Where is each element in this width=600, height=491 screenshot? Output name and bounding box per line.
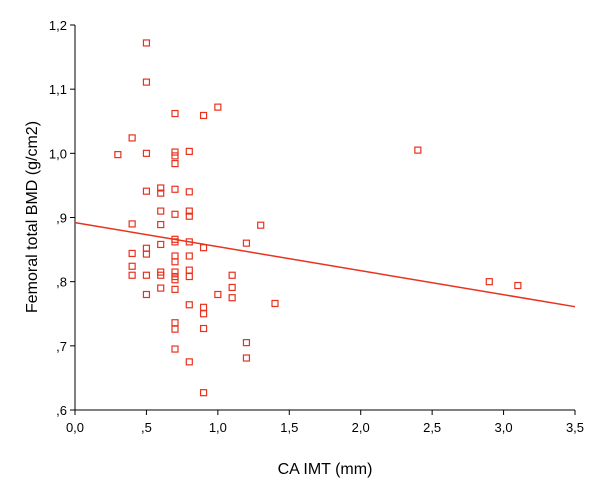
data-point	[214, 103, 222, 111]
data-point	[157, 189, 165, 197]
data-point	[185, 272, 193, 281]
data-point	[171, 109, 179, 118]
data-point	[171, 238, 179, 246]
data-point	[142, 78, 151, 86]
data-point	[128, 262, 136, 270]
data-point	[242, 354, 251, 362]
data-point	[171, 185, 179, 193]
data-point	[185, 207, 193, 215]
data-points	[114, 39, 522, 397]
x-tick-label: 2,0	[352, 420, 370, 435]
data-point	[185, 301, 193, 309]
data-point	[142, 244, 151, 252]
data-point	[171, 285, 179, 293]
x-tick-label: 3,5	[566, 420, 584, 435]
data-point	[185, 147, 193, 156]
data-point	[185, 252, 193, 260]
y-tick-label: 1,1	[49, 82, 67, 97]
y-tick-label: ,9	[56, 211, 67, 226]
data-point	[199, 111, 208, 120]
data-point	[199, 324, 208, 333]
data-point	[171, 210, 179, 218]
regression-line-layer	[74, 221, 576, 308]
data-point	[157, 220, 165, 229]
data-point	[142, 250, 151, 258]
data-point	[414, 146, 422, 154]
data-point	[514, 281, 522, 290]
data-point	[157, 284, 165, 292]
x-tick-label: 2,5	[423, 420, 441, 435]
data-point	[199, 389, 208, 397]
data-point	[185, 238, 193, 246]
data-point	[242, 239, 251, 247]
y-tick-label: 1,0	[49, 146, 67, 161]
x-tick-label: 0,0	[66, 420, 84, 435]
data-point	[171, 268, 179, 276]
data-point	[228, 271, 236, 279]
data-point	[171, 258, 179, 266]
data-point	[271, 299, 279, 308]
x-tick-label: ,5	[141, 420, 152, 435]
data-point	[171, 152, 179, 160]
y-tick-label: ,6	[56, 403, 67, 418]
axis-ticks: 0,0 ,5 1,0 1,5 2,0 2,5 3,0 3,5 ,6 ,7 ,8 ,9 1,0 1,1 1,2	[49, 18, 584, 435]
data-point	[185, 212, 193, 220]
x-tick-label: 3,0	[495, 420, 513, 435]
data-point	[171, 325, 179, 333]
y-tick-label: ,8	[56, 275, 67, 290]
data-point	[185, 188, 193, 196]
data-point	[142, 149, 151, 157]
data-point	[142, 187, 151, 195]
data-point	[228, 294, 236, 302]
data-point	[128, 134, 136, 142]
x-tick-label: 1,0	[209, 420, 227, 435]
data-point	[171, 252, 179, 260]
y-tick-label: ,7	[56, 339, 67, 354]
data-point	[242, 339, 251, 347]
y-axis-title: Femoral total BMD (g/cm2)	[24, 121, 41, 313]
data-point	[199, 310, 208, 318]
data-point	[214, 290, 222, 299]
data-point	[142, 271, 151, 279]
x-axis-title: CA IMT (mm)	[278, 461, 373, 478]
data-point	[171, 345, 179, 353]
data-point	[171, 276, 179, 284]
regression-line	[74, 221, 576, 308]
y-tick-label: 1,2	[49, 18, 67, 33]
data-point	[171, 148, 179, 156]
data-point	[157, 184, 165, 192]
data-point	[199, 303, 208, 311]
data-point	[128, 220, 136, 228]
data-point	[157, 207, 165, 215]
data-point	[142, 39, 151, 47]
data-point	[485, 278, 493, 286]
data-point	[157, 271, 165, 279]
data-point	[257, 221, 265, 229]
data-point	[128, 271, 136, 279]
data-point	[228, 283, 236, 292]
data-point	[199, 244, 208, 252]
data-point	[185, 266, 193, 274]
data-point	[171, 160, 179, 168]
data-point	[185, 358, 193, 366]
data-point	[128, 249, 136, 258]
data-point	[142, 290, 151, 299]
x-tick-label: 1,5	[280, 420, 298, 435]
data-point	[171, 319, 179, 327]
data-point	[157, 240, 165, 249]
data-point	[114, 151, 122, 159]
